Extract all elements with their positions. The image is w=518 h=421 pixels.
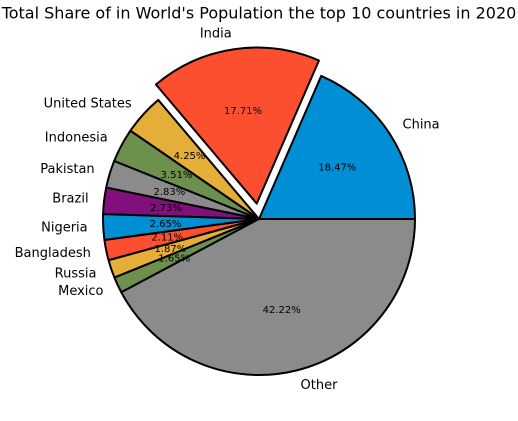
slice-label: Mexico bbox=[58, 284, 103, 299]
pie-slice bbox=[120, 218, 416, 376]
value-label: 2.65% bbox=[150, 219, 182, 230]
value-label: 4.25% bbox=[174, 151, 206, 162]
chart-title: Total Share of in World's Population the… bbox=[1, 4, 517, 23]
value-label: 3.51% bbox=[161, 170, 193, 181]
slice-label: Pakistan bbox=[40, 162, 94, 177]
value-label: 18.47% bbox=[318, 163, 356, 174]
slice-label: Nigeria bbox=[41, 220, 88, 235]
slice-label: India bbox=[200, 26, 232, 41]
slice-label: Bangladesh bbox=[15, 246, 91, 261]
slice-label: United States bbox=[44, 96, 132, 111]
value-label: 2.11% bbox=[151, 233, 183, 244]
pie-slice bbox=[154, 46, 320, 205]
pie-slice bbox=[258, 74, 416, 220]
value-label: 1.65% bbox=[158, 254, 190, 265]
value-label: 42.22% bbox=[263, 305, 301, 316]
slice-label: Indonesia bbox=[45, 131, 108, 146]
slice-label: Russia bbox=[55, 267, 97, 282]
value-label: 2.83% bbox=[153, 187, 185, 198]
value-label: 17.71% bbox=[224, 106, 262, 117]
slice-label: China bbox=[403, 117, 440, 132]
value-label: 2.73% bbox=[150, 203, 182, 214]
value-label: 1.87% bbox=[154, 244, 186, 255]
slice-label: Brazil bbox=[52, 191, 88, 206]
slice-label: Other bbox=[301, 378, 339, 393]
